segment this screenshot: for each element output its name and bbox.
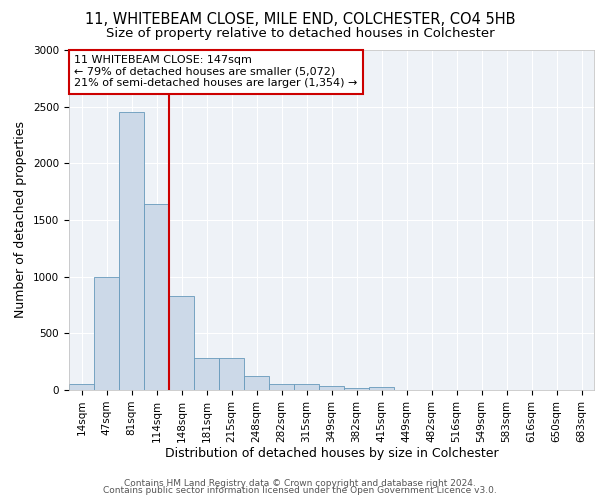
Bar xyxy=(369,387,394,390)
Bar xyxy=(269,384,294,390)
Bar xyxy=(294,384,319,390)
Bar xyxy=(244,376,269,390)
Text: Contains public sector information licensed under the Open Government Licence v3: Contains public sector information licen… xyxy=(103,486,497,495)
Text: 11, WHITEBEAM CLOSE, MILE END, COLCHESTER, CO4 5HB: 11, WHITEBEAM CLOSE, MILE END, COLCHESTE… xyxy=(85,12,515,28)
Bar xyxy=(144,204,169,390)
Bar xyxy=(319,386,344,390)
X-axis label: Distribution of detached houses by size in Colchester: Distribution of detached houses by size … xyxy=(164,448,499,460)
Bar xyxy=(344,388,369,390)
Bar xyxy=(169,296,194,390)
Bar xyxy=(69,384,94,390)
Bar xyxy=(219,358,244,390)
Y-axis label: Number of detached properties: Number of detached properties xyxy=(14,122,28,318)
Bar xyxy=(94,276,119,390)
Text: Contains HM Land Registry data © Crown copyright and database right 2024.: Contains HM Land Registry data © Crown c… xyxy=(124,478,476,488)
Text: 11 WHITEBEAM CLOSE: 147sqm
← 79% of detached houses are smaller (5,072)
21% of s: 11 WHITEBEAM CLOSE: 147sqm ← 79% of deta… xyxy=(74,55,358,88)
Bar xyxy=(194,358,219,390)
Bar xyxy=(119,112,144,390)
Text: Size of property relative to detached houses in Colchester: Size of property relative to detached ho… xyxy=(106,28,494,40)
